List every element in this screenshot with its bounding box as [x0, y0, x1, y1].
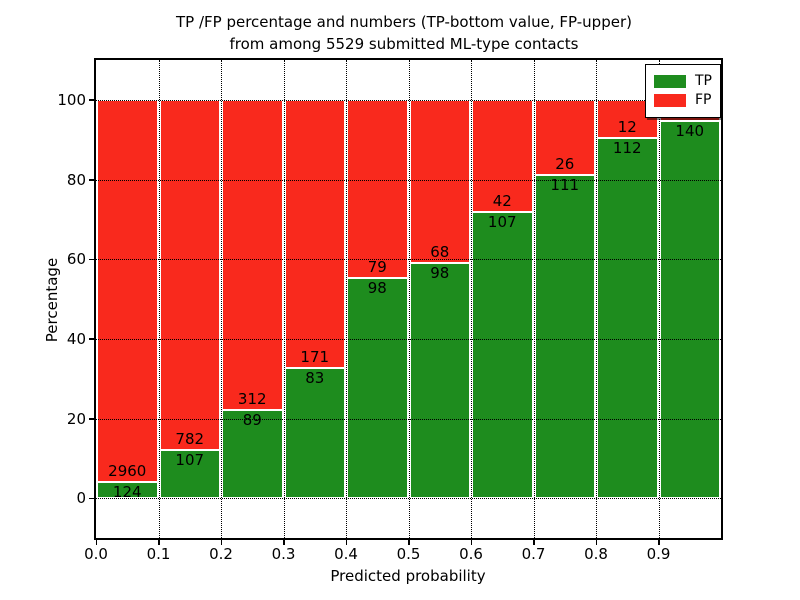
x-tick-label: 0.4 [334, 545, 358, 563]
y-tick [89, 497, 96, 500]
x-tick [158, 538, 160, 545]
bar-label-fp: 26 [555, 155, 575, 174]
x-tick [408, 538, 410, 545]
bar-segment-tp [347, 277, 408, 499]
bar-segment-fp [159, 99, 220, 451]
legend: TP FP [645, 64, 721, 118]
y-tick-label: 40 [66, 329, 86, 348]
bar-label-fp: 42 [492, 192, 512, 211]
gridline-vertical [221, 60, 222, 538]
y-tick-label: 100 [57, 90, 86, 109]
gridline-vertical [346, 60, 347, 538]
bar-label-fp: 2960 [108, 462, 147, 481]
gridline-vertical [158, 60, 160, 538]
y-tick-label: 80 [66, 170, 86, 189]
bar-label-fp: 782 [175, 430, 205, 449]
x-tick [595, 538, 597, 545]
x-tick-label: 0.7 [521, 545, 546, 563]
x-axis-label: Predicted probability [330, 567, 486, 585]
chart-title-line1: TP /FP percentage and numbers (TP-bottom… [176, 13, 632, 31]
bar-label-fp: 312 [237, 389, 267, 408]
x-tick-label: 0.5 [396, 545, 421, 563]
x-tick [95, 538, 97, 545]
bar-segment-tp [284, 368, 345, 499]
x-tick [533, 538, 535, 545]
x-tick-label: 0.0 [84, 545, 108, 563]
bar-label-tp: 107 [487, 213, 517, 232]
bar-segment-tp [159, 450, 220, 499]
gridline-vertical [408, 60, 410, 538]
legend-item-tp: TP [654, 73, 712, 90]
bar-label-tp: 112 [612, 139, 642, 158]
bar-segment-tp [409, 263, 470, 499]
bar-label-tp: 98 [430, 264, 450, 282]
chart-title: TP /FP percentage and numbers (TP-bottom… [0, 11, 800, 55]
x-tick-label: 0.2 [209, 545, 233, 563]
bar-segment-fp [347, 99, 408, 278]
bar-segment-tp [534, 175, 595, 499]
bar-label-tp: 89 [242, 410, 262, 429]
bar-segment-fp [222, 99, 283, 410]
legend-item-fp: FP [654, 92, 712, 109]
legend-label-tp: TP [695, 73, 712, 89]
x-tick [283, 538, 285, 545]
y-tick-label: 0 [76, 489, 86, 508]
bar-segment-tp [222, 409, 283, 499]
gridline-vertical [471, 60, 472, 538]
chart-title-line2: from among 5529 submitted ML-type contac… [229, 35, 579, 53]
bar-label-tp: 107 [175, 451, 205, 470]
bar-segment-fp [284, 99, 345, 368]
bar-label-tp: 140 [675, 122, 705, 141]
legend-label-fp: FP [695, 92, 712, 108]
x-tick [345, 538, 347, 545]
gridline-vertical [658, 60, 660, 538]
legend-swatch-tp [654, 75, 686, 88]
bar-segment-tp [597, 138, 658, 499]
x-tick [220, 538, 222, 545]
bar-segment-tp [97, 482, 158, 499]
bar-label-tp: 124 [112, 483, 142, 502]
bar-segment-fp [409, 99, 470, 263]
x-tick-label: 0.8 [584, 545, 608, 563]
bar-label-fp: 79 [367, 257, 387, 276]
x-tick [470, 538, 472, 545]
x-tick-label: 0.6 [459, 545, 483, 563]
y-tick [89, 258, 96, 261]
bar-segment-fp [97, 99, 158, 483]
y-tick-label: 60 [66, 250, 86, 269]
bar-label-tp: 111 [550, 176, 580, 195]
y-tick [89, 418, 96, 420]
y-tick-label: 20 [66, 409, 86, 428]
gridline-vertical [283, 60, 285, 538]
x-tick-label: 0.9 [646, 545, 671, 563]
gridline-vertical [596, 60, 597, 538]
y-tick [89, 338, 96, 340]
x-tick-label: 0.3 [271, 545, 296, 563]
bar-label-fp: 12 [617, 118, 637, 137]
y-tick [89, 99, 96, 101]
bar-segment-tp [659, 121, 720, 499]
x-tick-label: 0.1 [146, 545, 171, 563]
bar-label-fp: 68 [430, 243, 450, 261]
bar-label-fp: 171 [300, 348, 330, 366]
bar-label-tp: 98 [367, 278, 387, 297]
gridline-vertical [533, 60, 535, 538]
bar-segment-fp [472, 99, 533, 213]
bar-label-tp: 83 [305, 369, 325, 387]
legend-swatch-fp [654, 94, 686, 107]
bar-segment-fp [534, 99, 595, 176]
y-tick [89, 179, 96, 181]
x-tick [658, 538, 660, 545]
